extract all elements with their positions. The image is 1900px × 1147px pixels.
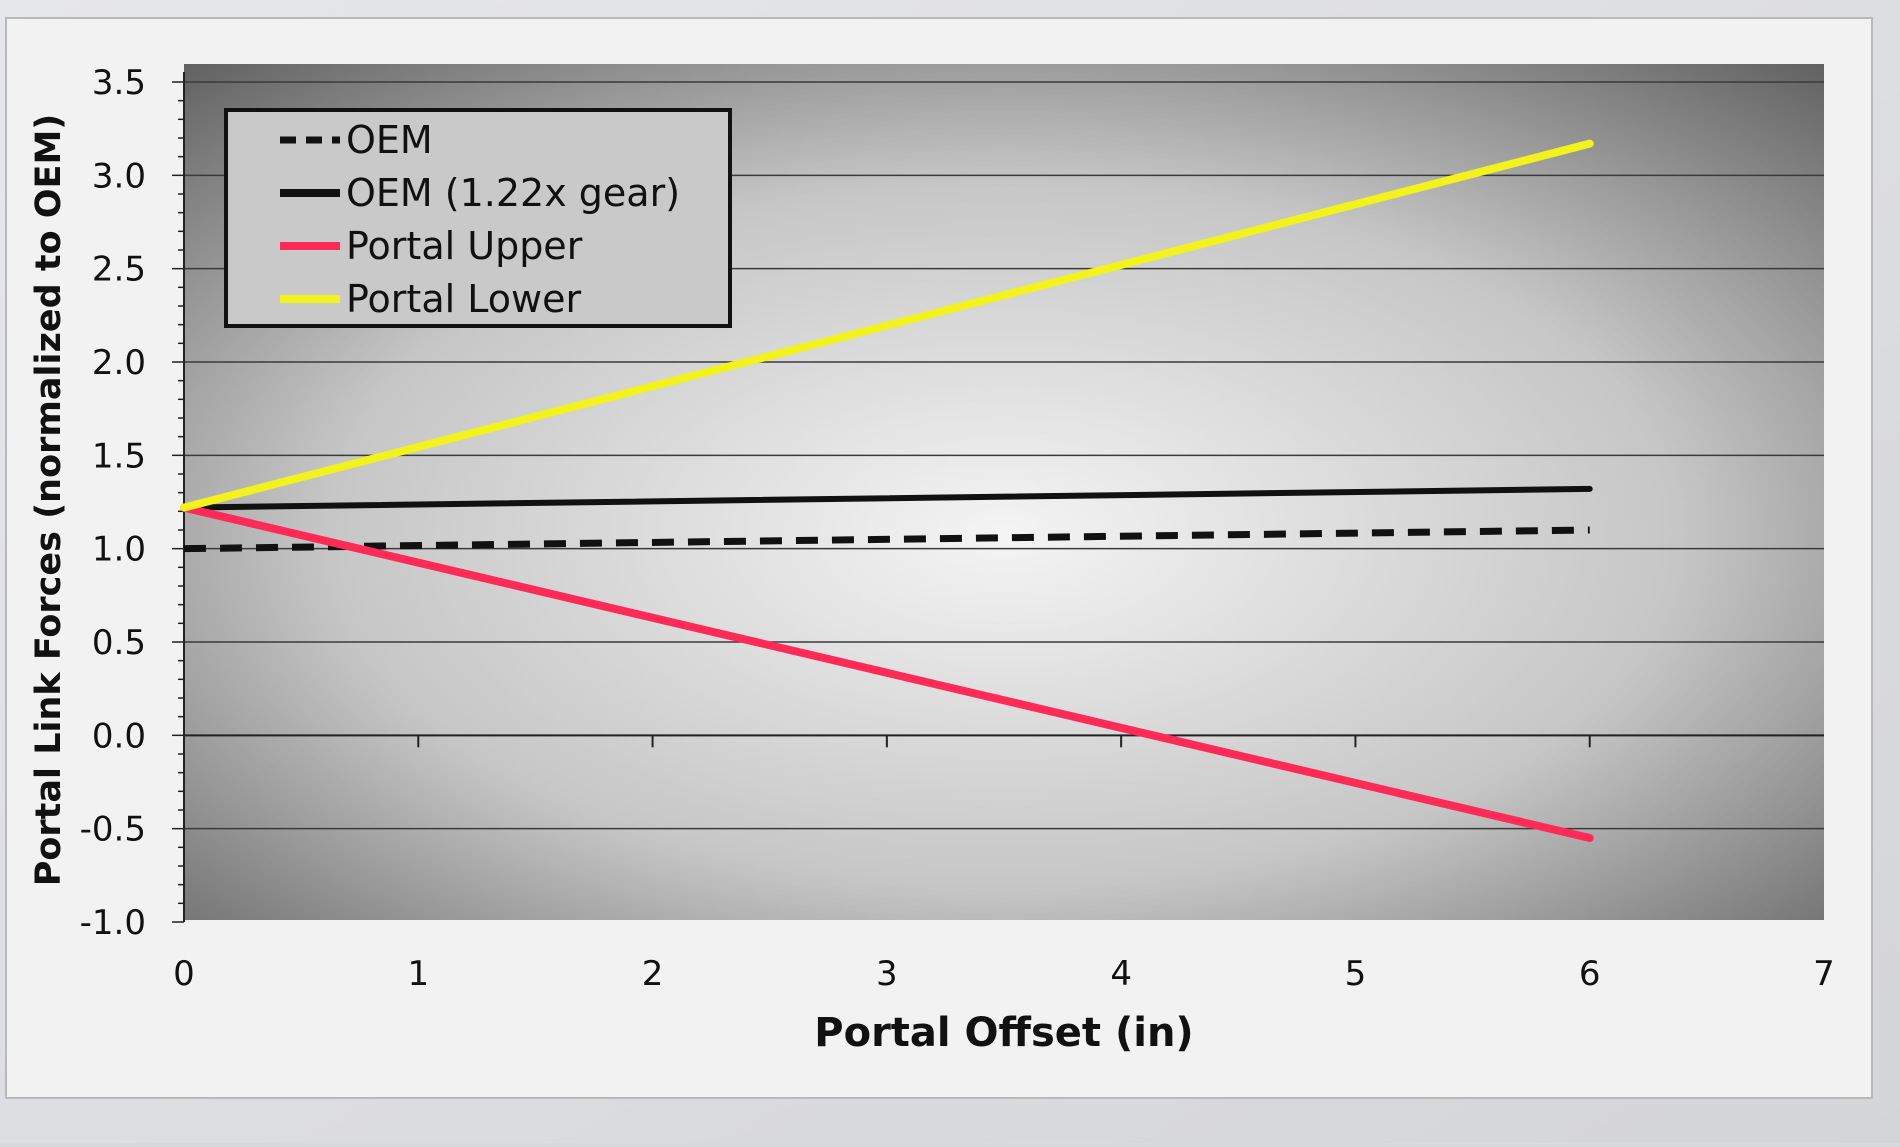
x-tick-label: 4: [1110, 954, 1132, 994]
legend-label: OEM: [346, 118, 433, 162]
x-tick-label: 7: [1813, 954, 1835, 994]
series-line-oem-1-22x-gear-: [181, 485, 1593, 511]
x-tick-label: 5: [1345, 954, 1367, 994]
y-tick-label: 3.0: [92, 156, 146, 196]
legend-box: [224, 108, 732, 328]
series-lines: [180, 139, 1594, 842]
y-tick-label: 1.0: [92, 530, 146, 570]
legend-label: Portal Upper: [346, 224, 583, 268]
x-tick-label: 0: [173, 954, 195, 994]
x-tick-label: 1: [407, 954, 429, 994]
legend-label: OEM (1.22x gear): [346, 171, 680, 215]
x-tick-label: 3: [876, 954, 898, 994]
y-tick-label: -1.0: [80, 903, 146, 943]
series-line-portal-lower: [180, 139, 1594, 512]
legend-label: Portal Lower: [346, 277, 581, 321]
y-tick-label: 2.5: [92, 250, 146, 290]
series-line-portal-upper: [180, 503, 1594, 842]
y-tick-label: -0.5: [80, 810, 146, 850]
legend: OEM OEM (1.22x gear) Portal Upper Portal Lo…: [224, 108, 732, 328]
tick-labels: 3.5 3.0 2.5 2.0 1.5 1.0 0.5 0.0 -0.5 -1.0 0 1 2 3 4 5 6 7: [80, 63, 1835, 994]
y-tick-label: 2.0: [92, 343, 146, 383]
x-tick-label: 2: [642, 954, 664, 994]
y-tick-label: 1.5: [92, 436, 146, 476]
series-line-oem: [183, 526, 1590, 553]
y-tick-label: 0.5: [92, 623, 146, 663]
y-tick-label: 3.5: [92, 63, 146, 103]
x-tick-label: 6: [1579, 954, 1601, 994]
axes: [172, 72, 1824, 923]
y-axis-label: Portal Link Forces (normalized to OEM): [29, 114, 69, 887]
x-axis-label: Portal Offset (in): [814, 1010, 1193, 1056]
y-tick-label: 0.0: [92, 716, 146, 756]
